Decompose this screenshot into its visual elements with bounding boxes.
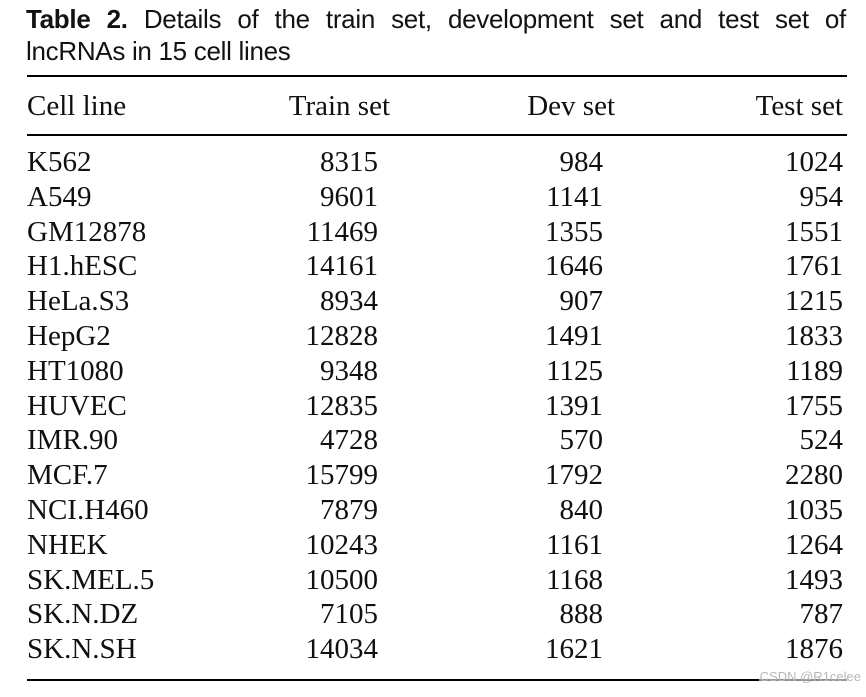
dev-set-value: 1355 <box>545 215 603 248</box>
col-header-test-set: Test set <box>755 90 843 122</box>
cell-line-name: SK.N.DZ <box>27 598 139 631</box>
watermark: CSDN @R1celee <box>758 669 862 685</box>
test-set-value: 2280 <box>785 459 843 492</box>
test-set-value: 524 <box>799 424 844 457</box>
train-set-value: 7105 <box>320 598 378 631</box>
caption-line1: Table 2. Details of the train set, devel… <box>26 3 846 35</box>
dev-set-value: 1646 <box>545 250 603 283</box>
test-set-value: 1876 <box>785 633 843 666</box>
caption-line2: lncRNAs in 15 cell lines <box>26 36 291 66</box>
table-row: GM12878 11469 1355 1551 <box>27 215 847 250</box>
dev-set-value: 1792 <box>545 459 603 492</box>
table-row: NCI.H460 7879 840 1035 <box>27 493 847 528</box>
table-row: NHEK 10243 1161 1264 <box>27 528 847 563</box>
train-set-value: 9601 <box>320 180 378 213</box>
data-table: Cell line Train set Dev set Test set K56… <box>27 75 847 681</box>
header-rule <box>27 134 847 136</box>
cell-line-name: SK.MEL.5 <box>27 563 155 596</box>
dev-set-value: 1621 <box>545 633 603 666</box>
cell-line-name: HUVEC <box>27 389 127 422</box>
table-row: HUVEC 12835 1391 1755 <box>27 389 847 424</box>
test-set-value: 1833 <box>785 319 843 352</box>
caption-text: Details of the train set, development se… <box>143 4 846 34</box>
train-set-value: 12835 <box>305 389 379 422</box>
cell-line-name: A549 <box>27 180 92 213</box>
train-set-value: 9348 <box>320 354 378 387</box>
dev-set-value: 1125 <box>546 354 603 387</box>
train-set-value: 8315 <box>320 146 378 178</box>
cell-line-name: NCI.H460 <box>27 493 149 526</box>
train-set-value: 15799 <box>305 459 379 492</box>
table-row: K562 8315 984 1024 <box>27 145 847 180</box>
table-row: A549 9601 1141 954 <box>27 180 847 215</box>
train-set-value: 8934 <box>320 285 378 318</box>
test-set-value: 1189 <box>786 354 843 387</box>
col-header-dev-set: Dev set <box>527 90 615 122</box>
dev-set-value: 840 <box>559 493 604 526</box>
train-set-value: 10243 <box>305 528 379 561</box>
cell-line-name: GM12878 <box>27 215 147 248</box>
dev-set-value: 907 <box>559 285 604 318</box>
train-set-value: 7879 <box>320 493 378 526</box>
table-row: HT1080 9348 1125 1189 <box>27 354 847 389</box>
table-row: IMR.90 4728 570 524 <box>27 423 847 458</box>
table-row: MCF.7 15799 1792 2280 <box>27 458 847 493</box>
table-body: K562 8315 984 1024 A549 9601 1141 954 GM12878 114… <box>27 136 847 679</box>
test-set-value: 1755 <box>785 389 843 422</box>
dev-set-value: 1141 <box>546 180 603 213</box>
cell-line-name: K562 <box>27 146 92 178</box>
table-row: SK.N.DZ 7105 888 787 <box>27 597 847 632</box>
test-set-value: 1035 <box>785 493 843 526</box>
dev-set-value: 984 <box>559 146 604 178</box>
test-set-value: 787 <box>799 598 844 631</box>
cell-line-name: HT1080 <box>27 354 124 387</box>
train-set-value: 12828 <box>305 319 379 352</box>
cell-line-name: SK.N.SH <box>27 633 137 666</box>
caption-table-number: Table 2. <box>26 4 128 34</box>
dev-set-value: 1491 <box>545 319 603 352</box>
train-set-value: 14161 <box>305 250 379 283</box>
test-set-value: 1761 <box>785 250 843 283</box>
test-set-value: 954 <box>799 180 844 213</box>
train-set-value: 4728 <box>320 424 378 457</box>
dev-set-value: 570 <box>559 424 604 457</box>
col-header-train-set: Train set <box>288 90 390 122</box>
test-set-value: 1551 <box>785 215 843 248</box>
test-set-value: 1493 <box>785 563 843 596</box>
cell-line-name: H1.hESC <box>27 250 138 283</box>
cell-line-name: HepG2 <box>27 319 111 352</box>
train-set-value: 14034 <box>305 633 379 666</box>
table-row: H1.hESC 14161 1646 1761 <box>27 249 847 284</box>
table-header-row: Cell line Train set Dev set Test set <box>27 77 847 134</box>
table-row: HepG2 12828 1491 1833 <box>27 319 847 354</box>
table-caption: Table 2. Details of the train set, devel… <box>26 3 846 67</box>
dev-set-value: 1391 <box>545 389 603 422</box>
train-set-value: 11469 <box>306 215 378 248</box>
table-row: SK.N.SH 14034 1621 1876 <box>27 632 847 667</box>
cell-line-name: NHEK <box>27 528 108 561</box>
train-set-value: 10500 <box>305 563 379 596</box>
col-header-cell-line: Cell line <box>27 90 127 122</box>
cell-line-name: HeLa.S3 <box>27 285 130 318</box>
test-set-value: 1264 <box>785 528 843 561</box>
table-row: HeLa.S3 8934 907 1215 <box>27 284 847 319</box>
cell-line-name: MCF.7 <box>27 459 108 492</box>
table-row: SK.MEL.5 10500 1168 1493 <box>27 563 847 598</box>
top-rule <box>27 75 847 77</box>
bottom-rule <box>27 678 847 681</box>
test-set-value: 1024 <box>785 146 843 178</box>
test-set-value: 1215 <box>785 285 843 318</box>
dev-set-value: 888 <box>559 598 604 631</box>
cell-line-name: IMR.90 <box>27 424 119 457</box>
dev-set-value: 1168 <box>546 563 603 596</box>
dev-set-value: 1161 <box>546 528 603 561</box>
